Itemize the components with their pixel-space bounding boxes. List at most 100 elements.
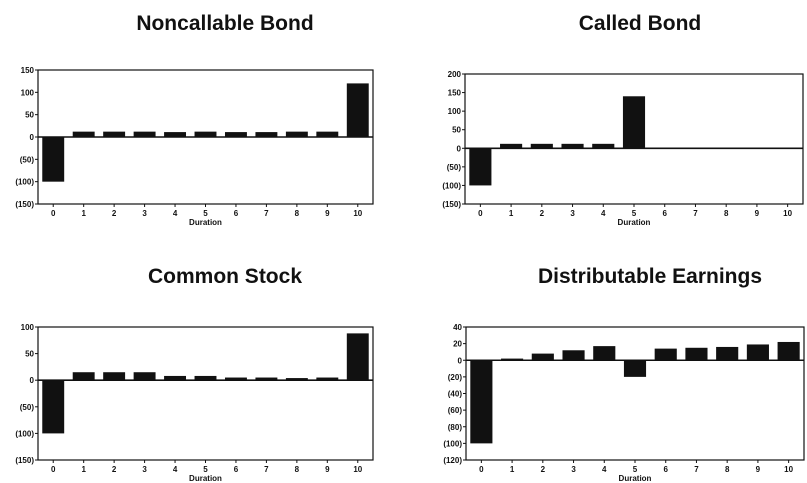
x-tick-label: 4 [173, 209, 178, 218]
x-tick-label: 3 [142, 465, 147, 474]
bar-2 [530, 143, 553, 149]
chart-title-noncallable-bond: Noncallable Bond [136, 12, 314, 35]
x-tick-label: 8 [725, 465, 730, 474]
x-tick-label: 9 [755, 209, 760, 218]
y-tick-label: (150) [15, 456, 34, 465]
x-tick-label: 3 [142, 209, 147, 218]
x-tick-label: 1 [510, 465, 515, 474]
y-tick-label: (50) [447, 163, 462, 172]
bar-5 [622, 96, 646, 149]
y-tick-label: 0 [458, 356, 463, 365]
bar-5 [194, 131, 217, 137]
y-tick-label: 50 [25, 350, 34, 359]
bar-1 [72, 372, 95, 381]
bar-0 [42, 380, 65, 434]
x-tick-label: 5 [632, 209, 637, 218]
y-tick-label: (150) [15, 200, 34, 209]
chart-noncallable-bond: 150 100 50 0 (50) (100) (150) 0 1 2 3 4 5 6 7 8 9 10 Durat… [15, 66, 374, 227]
x-tick-label: 6 [664, 465, 669, 474]
bar-7 [685, 347, 708, 361]
x-tick-label: 5 [203, 209, 208, 218]
x-axis-label: Duration [189, 474, 222, 483]
y-tick-label: 200 [448, 70, 462, 79]
y-tick-label: 100 [21, 323, 35, 332]
x-axis-label: Duration [619, 474, 652, 483]
chart-common-stock: 100 50 0 (50) (100) (150) 0 1 2 3 4 5 6 7 8 9 10 Duration [15, 323, 374, 483]
bar-4 [164, 132, 187, 137]
y-tick-label: (20) [448, 373, 463, 382]
x-tick-label: 1 [81, 465, 86, 474]
y-tick-label: 50 [25, 111, 34, 120]
bar-0 [469, 148, 492, 186]
x-tick-label: 10 [784, 465, 793, 474]
bar-3 [562, 350, 585, 361]
y-tick-label: (100) [442, 181, 461, 190]
y-tick-label: (100) [15, 178, 34, 187]
x-tick-label: 4 [173, 465, 178, 474]
x-tick-label: 5 [633, 465, 638, 474]
y-tick-label: 0 [457, 144, 462, 153]
y-tick-label: 40 [453, 323, 462, 332]
y-tick-label: 150 [21, 66, 35, 75]
x-tick-label: 5 [203, 465, 208, 474]
x-tick-label: 7 [694, 465, 699, 474]
bar-1 [501, 358, 524, 361]
bar-9 [316, 377, 339, 381]
bar-9 [746, 344, 769, 361]
x-tick-label: 0 [51, 209, 56, 218]
x-tick-label: 0 [51, 465, 56, 474]
x-tick-label: 8 [724, 209, 729, 218]
bar-2 [531, 353, 554, 361]
bar-0 [42, 137, 65, 182]
x-tick-label: 6 [234, 209, 239, 218]
bar-5 [623, 360, 647, 377]
bar-2 [103, 372, 126, 381]
x-tick-label: 6 [663, 209, 668, 218]
x-tick-label: 7 [264, 465, 269, 474]
y-tick-label: 50 [452, 126, 461, 135]
y-tick-label: 0 [30, 376, 35, 385]
x-tick-label: 10 [353, 209, 362, 218]
x-tick-label: 2 [112, 465, 117, 474]
bar-3 [561, 143, 584, 149]
bar-10 [777, 341, 800, 361]
y-tick-label: (60) [448, 406, 463, 415]
bar-1 [72, 131, 95, 137]
bar-10 [346, 83, 369, 137]
x-tick-label: 10 [353, 465, 362, 474]
bar-0 [470, 360, 493, 444]
y-tick-label: (40) [448, 390, 463, 399]
x-tick-label: 2 [112, 209, 117, 218]
chart-called-bond: 200 150 100 50 0 (50) (100) (150) 0 1 2 3 4 5 6 7 8 9 10 Du… [442, 70, 804, 227]
y-tick-label: 100 [21, 88, 35, 97]
bar-1 [500, 143, 523, 149]
bar-10 [346, 333, 369, 381]
x-axis-label: Duration [618, 218, 651, 227]
y-tick-label: (50) [20, 403, 35, 412]
x-tick-label: 4 [602, 465, 607, 474]
bar-7 [255, 377, 278, 381]
bar-9 [316, 131, 339, 137]
y-tick-label: 150 [448, 89, 462, 98]
bar-3 [133, 372, 156, 381]
x-tick-label: 2 [540, 209, 545, 218]
bar-4 [164, 375, 187, 381]
x-tick-label: 8 [295, 465, 300, 474]
plot-frame [37, 326, 374, 461]
y-tick-label: (150) [442, 200, 461, 209]
bar-8 [285, 131, 308, 137]
x-axis-label: Duration [189, 218, 222, 227]
chart-title-common-stock: Common Stock [147, 265, 302, 288]
x-tick-label: 9 [756, 465, 761, 474]
bar-6 [224, 377, 247, 381]
x-tick-label: 8 [295, 209, 300, 218]
y-tick-label: (80) [448, 423, 463, 432]
y-tick-label: 20 [453, 340, 462, 349]
bar-6 [654, 348, 677, 361]
x-tick-label: 3 [570, 209, 575, 218]
x-tick-label: 3 [571, 465, 576, 474]
y-tick-label: (100) [15, 429, 34, 438]
bar-3 [133, 131, 156, 137]
x-tick-label: 6 [234, 465, 239, 474]
